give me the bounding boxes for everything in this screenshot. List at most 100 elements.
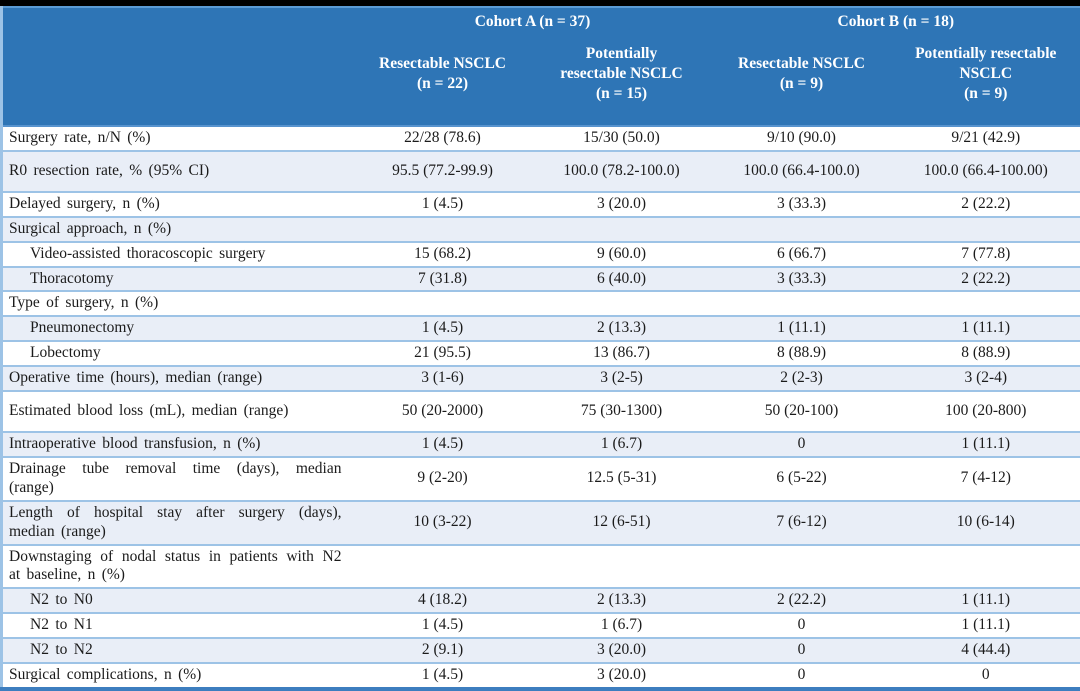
row-label: Type of surgery, n (%)	[2, 291, 354, 316]
table-header: Cohort A (n = 37) Cohort B (n = 18) Rese…	[2, 7, 1080, 126]
value-cell: 1 (11.1)	[712, 316, 892, 341]
row-label: Estimated blood loss (mL), median (range…	[2, 391, 354, 432]
value-cell: 1 (6.7)	[532, 432, 712, 457]
row-label: Surgical approach, n (%)	[2, 217, 354, 242]
value-cell: 9 (2-20)	[354, 457, 532, 501]
value-cell: 6 (5-22)	[712, 457, 892, 501]
value-cell: 10 (6-14)	[892, 501, 1080, 545]
table-row: Length of hospital stay after surgery (d…	[2, 501, 1080, 545]
value-cell: 7 (6-12)	[712, 501, 892, 545]
row-label: Length of hospital stay after surgery (d…	[2, 501, 354, 545]
row-label: Downstaging of nodal status in patients …	[2, 545, 354, 589]
value-cell: 13 (86.7)	[532, 341, 712, 366]
value-cell: 0	[712, 613, 892, 638]
table-row: Surgery rate, n/N (%)22/28 (78.6)15/30 (…	[2, 126, 1080, 151]
value-cell	[532, 545, 712, 589]
value-cell: 100.0 (78.2-100.0)	[532, 151, 712, 192]
value-cell: 21 (95.5)	[354, 341, 532, 366]
row-label: Intraoperative blood transfusion, n (%)	[2, 432, 354, 457]
label-column-subheader	[2, 35, 354, 126]
cohort-b-header: Cohort B (n = 18)	[712, 7, 1080, 35]
cohort-a-header: Cohort A (n = 37)	[354, 7, 712, 35]
page-canvas: Cohort A (n = 37) Cohort B (n = 18) Rese…	[0, 0, 1080, 649]
value-cell	[712, 217, 892, 242]
value-cell: 100 (20-800)	[892, 391, 1080, 432]
value-cell: 3 (2-5)	[532, 366, 712, 391]
table-row: Surgical approach, n (%)	[2, 217, 1080, 242]
value-cell: 7 (77.8)	[892, 242, 1080, 267]
value-cell	[712, 291, 892, 316]
subcolumn-header-row: Resectable NSCLC (n = 22) Potentially re…	[2, 35, 1080, 126]
value-cell: 2 (22.2)	[892, 192, 1080, 217]
value-cell: 3 (20.0)	[532, 638, 712, 663]
table-row: Type of surgery, n (%)	[2, 291, 1080, 316]
table-row: Drainage tube removal time (days), media…	[2, 457, 1080, 501]
row-label: N2 to N1	[2, 613, 354, 638]
value-cell: 1 (11.1)	[892, 613, 1080, 638]
table-row: Estimated blood loss (mL), median (range…	[2, 391, 1080, 432]
surgical-outcomes-table: Cohort A (n = 37) Cohort B (n = 18) Rese…	[0, 6, 1080, 691]
value-cell: 9/10 (90.0)	[712, 126, 892, 151]
value-cell: 15/30 (50.0)	[532, 126, 712, 151]
value-cell: 0	[892, 663, 1080, 689]
table-row: Surgical complications, n (%)1 (4.5)3 (2…	[2, 663, 1080, 689]
table-row: Intraoperative blood transfusion, n (%)1…	[2, 432, 1080, 457]
value-cell: 15 (68.2)	[354, 242, 532, 267]
value-cell: 22/28 (78.6)	[354, 126, 532, 151]
value-cell: 100.0 (66.4-100.00)	[892, 151, 1080, 192]
value-cell: 50 (20-2000)	[354, 391, 532, 432]
value-cell: 4 (18.2)	[354, 588, 532, 613]
table-row: Downstaging of nodal status in patients …	[2, 545, 1080, 589]
value-cell: 0	[712, 638, 892, 663]
value-cell: 3 (33.3)	[712, 267, 892, 292]
value-cell: 2 (22.2)	[712, 588, 892, 613]
row-label: N2 to N0	[2, 588, 354, 613]
value-cell: 10 (3-22)	[354, 501, 532, 545]
value-cell: 1 (4.5)	[354, 663, 532, 689]
value-cell: 1 (4.5)	[354, 316, 532, 341]
row-label: Drainage tube removal time (days), media…	[2, 457, 354, 501]
value-cell: 1 (11.1)	[892, 432, 1080, 457]
value-cell	[712, 545, 892, 589]
value-cell: 12.5 (5-31)	[532, 457, 712, 501]
value-cell: 100.0 (66.4-100.0)	[712, 151, 892, 192]
column-header-potentially-resectable-a: Potentially resectable NSCLC (n = 15)	[532, 35, 712, 126]
table-row: Operative time (hours), median (range)3 …	[2, 366, 1080, 391]
value-cell: 8 (88.9)	[892, 341, 1080, 366]
cohort-header-row: Cohort A (n = 37) Cohort B (n = 18)	[2, 7, 1080, 35]
column-header-potentially-resectable-b: Potentially resectable NSCLC (n = 9)	[892, 35, 1080, 126]
table-body: Surgery rate, n/N (%)22/28 (78.6)15/30 (…	[2, 126, 1080, 689]
value-cell: 0	[712, 663, 892, 689]
label-column-header	[2, 7, 354, 35]
value-cell: 9 (60.0)	[532, 242, 712, 267]
value-cell: 1 (11.1)	[892, 588, 1080, 613]
value-cell: 6 (66.7)	[712, 242, 892, 267]
value-cell: 1 (4.5)	[354, 432, 532, 457]
table-row: Delayed surgery, n (%)1 (4.5)3 (20.0)3 (…	[2, 192, 1080, 217]
value-cell: 50 (20-100)	[712, 391, 892, 432]
row-label: Surgical complications, n (%)	[2, 663, 354, 689]
value-cell: 3 (33.3)	[712, 192, 892, 217]
value-cell	[354, 545, 532, 589]
value-cell: 1 (4.5)	[354, 192, 532, 217]
value-cell: 12 (6-51)	[532, 501, 712, 545]
value-cell: 1 (6.7)	[532, 613, 712, 638]
value-cell: 2 (13.3)	[532, 588, 712, 613]
value-cell: 8 (88.9)	[712, 341, 892, 366]
row-label: Lobectomy	[2, 341, 354, 366]
value-cell	[892, 217, 1080, 242]
value-cell: 6 (40.0)	[532, 267, 712, 292]
value-cell: 4 (44.4)	[892, 638, 1080, 663]
column-header-resectable-b: Resectable NSCLC (n = 9)	[712, 35, 892, 126]
value-cell: 2 (13.3)	[532, 316, 712, 341]
row-label: Delayed surgery, n (%)	[2, 192, 354, 217]
row-label: R0 resection rate, % (95% CI)	[2, 151, 354, 192]
value-cell: 3 (20.0)	[532, 663, 712, 689]
row-label: N2 to N2	[2, 638, 354, 663]
